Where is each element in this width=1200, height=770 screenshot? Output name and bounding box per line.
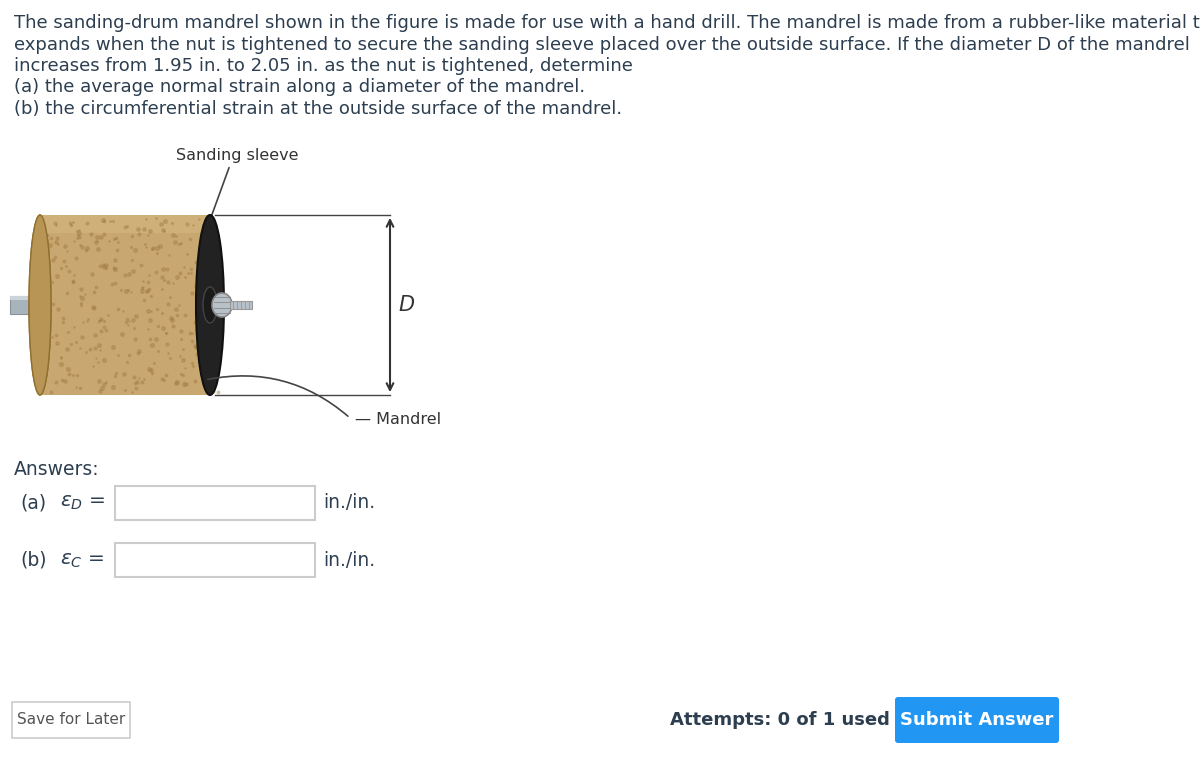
FancyBboxPatch shape	[895, 697, 1060, 743]
Text: expands when the nut is tightened to secure the sanding sleeve placed over the o: expands when the nut is tightened to sec…	[14, 35, 1190, 53]
Text: in./in.: in./in.	[323, 551, 376, 570]
Text: Sanding sleeve: Sanding sleeve	[175, 148, 299, 163]
Polygon shape	[40, 215, 210, 233]
FancyBboxPatch shape	[12, 702, 130, 738]
FancyBboxPatch shape	[115, 543, 314, 577]
Ellipse shape	[29, 215, 50, 395]
Polygon shape	[10, 296, 60, 300]
Text: increases from 1.95 in. to 2.05 in. as the nut is tightened, determine: increases from 1.95 in. to 2.05 in. as t…	[14, 57, 632, 75]
Text: (a): (a)	[20, 494, 46, 513]
Text: D: D	[398, 295, 414, 315]
Ellipse shape	[203, 287, 217, 323]
Ellipse shape	[29, 215, 50, 395]
Polygon shape	[10, 296, 60, 314]
Text: $\varepsilon_D$ =: $\varepsilon_D$ =	[60, 494, 106, 513]
Text: (b) the circumferential strain at the outside surface of the mandrel.: (b) the circumferential strain at the ou…	[14, 100, 622, 118]
Ellipse shape	[196, 215, 224, 395]
Ellipse shape	[212, 293, 232, 317]
Text: $\varepsilon_C$ =: $\varepsilon_C$ =	[60, 551, 104, 570]
Text: Attempts: 0 of 1 used: Attempts: 0 of 1 used	[670, 711, 890, 729]
FancyArrowPatch shape	[208, 376, 348, 416]
Text: Save for Later: Save for Later	[17, 712, 125, 728]
Text: (b): (b)	[20, 551, 47, 570]
FancyBboxPatch shape	[115, 486, 314, 520]
Text: — Mandrel: — Mandrel	[355, 413, 442, 427]
Text: (a) the average normal strain along a diameter of the mandrel.: (a) the average normal strain along a di…	[14, 79, 586, 96]
Text: The sanding-drum mandrel shown in the figure is made for use with a hand drill. : The sanding-drum mandrel shown in the fi…	[14, 14, 1200, 32]
Polygon shape	[40, 215, 210, 395]
Text: Answers:: Answers:	[14, 460, 100, 479]
Text: in./in.: in./in.	[323, 494, 376, 513]
Text: Submit Answer: Submit Answer	[900, 711, 1054, 729]
Polygon shape	[230, 301, 252, 309]
